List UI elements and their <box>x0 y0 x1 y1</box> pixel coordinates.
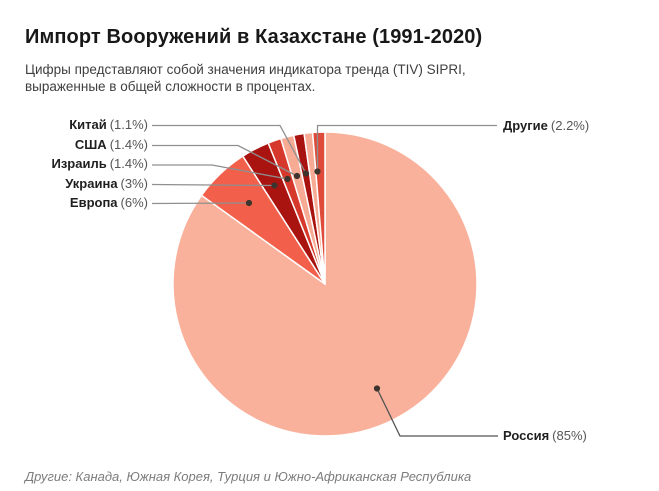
callout-label-europe: Европа (6%) <box>70 195 148 211</box>
slice-name: Украина <box>65 176 118 191</box>
slice-value: (1.4%) <box>109 156 148 171</box>
page-title: Импорт Вооружений в Казахстане (1991-202… <box>25 26 483 48</box>
slice-value: (3%) <box>120 176 148 191</box>
callout-label-usa: США (1.4%) <box>75 137 148 153</box>
callout-label-israel: Израиль (1.4%) <box>51 156 148 172</box>
slice-value: (2.2%) <box>550 118 590 133</box>
chart-footnote: Другие: Канада, Южная Корея, Турция и Юж… <box>25 469 472 484</box>
slice-name: Израиль <box>51 156 107 171</box>
slice-name: США <box>74 137 107 152</box>
slice-value: (6%) <box>120 195 148 210</box>
callout-label-china: Китай (1.1%) <box>69 117 148 133</box>
callout-label-russia: Россия (85%) <box>503 428 587 444</box>
slice-name: Другие <box>503 118 548 133</box>
callout-label-ukraine: Украина (3%) <box>65 176 148 192</box>
slice-name: Китай <box>69 117 107 132</box>
slice-value: (85%) <box>552 428 587 443</box>
slice-name: Россия <box>503 428 550 443</box>
slice-name: Европа <box>69 195 118 210</box>
chart-subtitle: Цифры представляют собой значения индика… <box>25 62 466 94</box>
slice-value: (1.4%) <box>109 137 148 152</box>
callout-label-others: Другие (2.2%) <box>503 118 589 134</box>
slice-value: (1.1%) <box>109 117 148 132</box>
